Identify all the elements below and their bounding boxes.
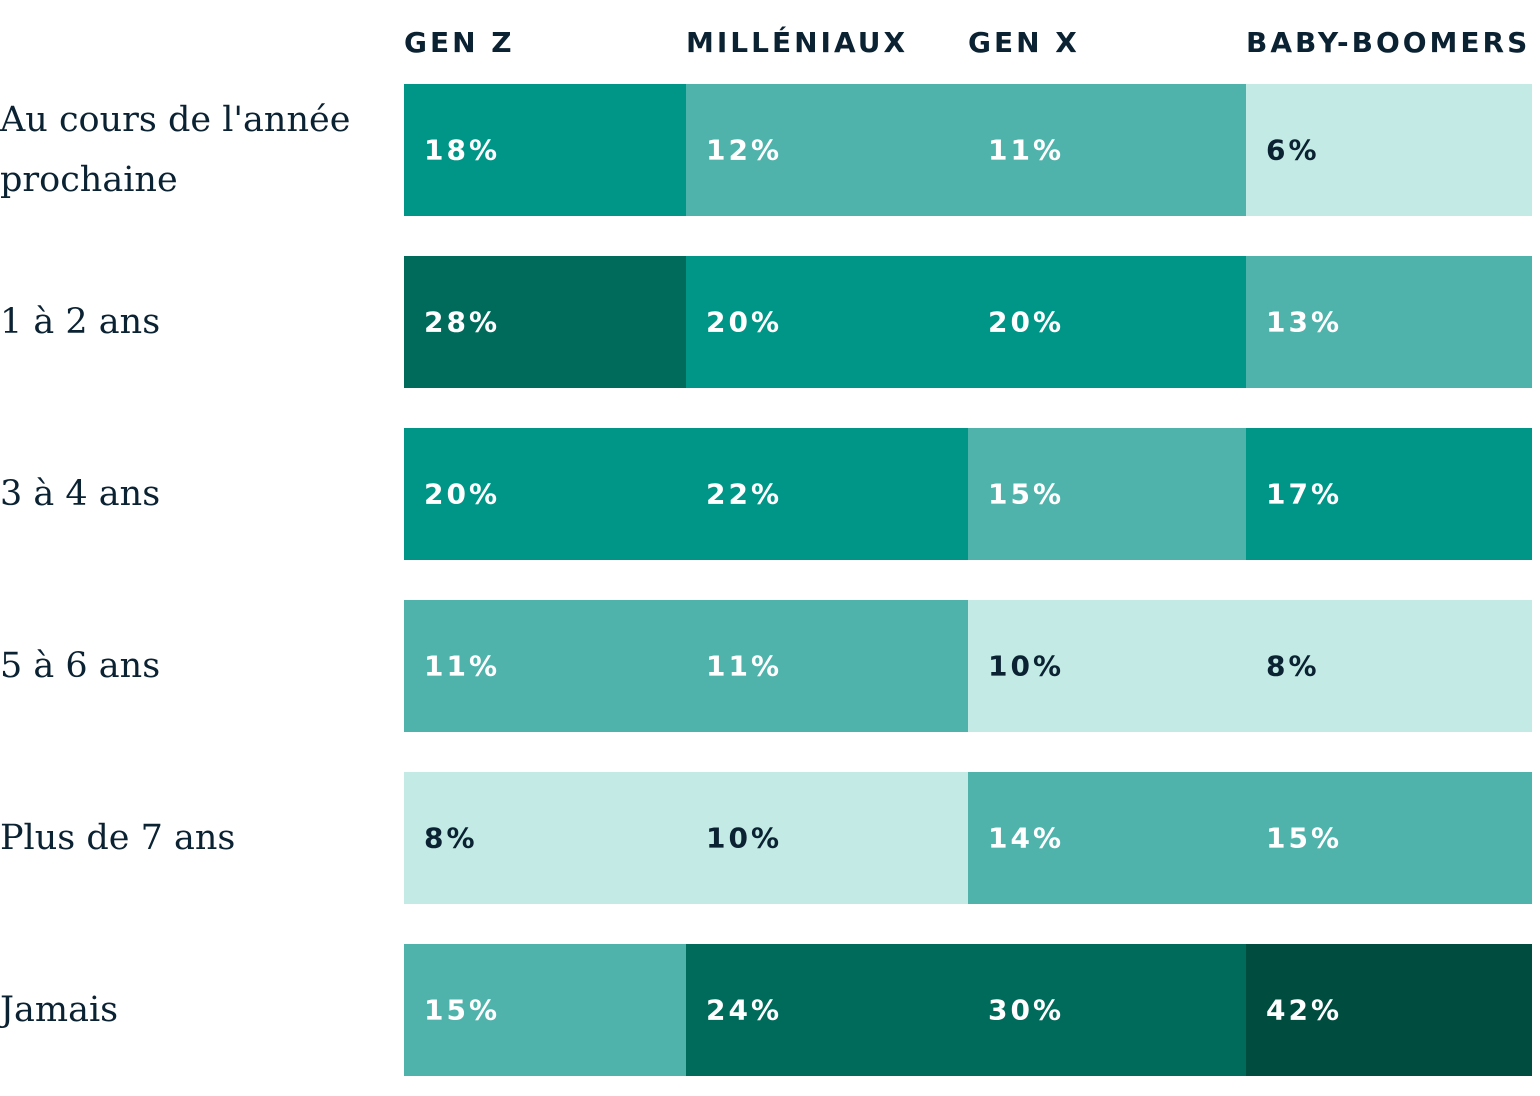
heatmap-cell: 17% [1246, 428, 1532, 560]
cell-value-label: 20% [988, 305, 1065, 339]
heatmap-cell: 20% [968, 256, 1246, 388]
row-label: 3 à 4 ans [0, 474, 161, 514]
heatmap-cell: 22% [686, 428, 968, 560]
cell-value-label: 42% [1266, 993, 1343, 1027]
heatmap-cell: 6% [1246, 84, 1532, 216]
heatmap-cell: 8% [1246, 600, 1532, 732]
cell-value-label: 15% [424, 993, 501, 1027]
heatmap-cell: 10% [686, 772, 968, 904]
cell-value-label: 20% [424, 477, 501, 511]
heatmap-cell: 15% [404, 944, 686, 1076]
heatmap-cell: 20% [404, 428, 686, 560]
cell-value-label: 18% [424, 133, 501, 167]
cell-value-label: 20% [706, 305, 783, 339]
cell-value-label: 13% [1266, 305, 1343, 339]
heatmap-cell: 13% [1246, 256, 1532, 388]
heatmap-cell: 30% [968, 944, 1246, 1076]
heatmap-cell: 42% [1246, 944, 1532, 1076]
cell-value-label: 10% [988, 649, 1065, 683]
heatmap-cell: 8% [404, 772, 686, 904]
cell-value-label: 11% [706, 649, 783, 683]
cell-value-label: 28% [424, 305, 501, 339]
row-label: Jamais [0, 990, 119, 1030]
cell-value-label: 15% [1266, 821, 1343, 855]
row-label: Au cours de l'année prochaine [0, 100, 351, 200]
heatmap-cell: 15% [968, 428, 1246, 560]
heatmap-cell: 10% [968, 600, 1246, 732]
cell-value-label: 24% [706, 993, 783, 1027]
cell-value-label: 10% [706, 821, 783, 855]
cell-value-label: 11% [424, 649, 501, 683]
cell-value-label: 8% [1266, 649, 1320, 683]
column-header-baby-boomers: BABY-BOOMERS [1246, 26, 1531, 59]
cell-value-label: 14% [988, 821, 1065, 855]
heatmap-cell: 20% [686, 256, 968, 388]
column-header-gen-x: GEN X [968, 26, 1080, 59]
heatmap-cell: 11% [404, 600, 686, 732]
cell-value-label: 30% [988, 993, 1065, 1027]
cell-value-label: 17% [1266, 477, 1343, 511]
cell-value-label: 22% [706, 477, 783, 511]
cell-value-label: 12% [706, 133, 783, 167]
heatmap-cell: 28% [404, 256, 686, 388]
row-label: 5 à 6 ans [0, 646, 161, 686]
heatmap-cell: 14% [968, 772, 1246, 904]
heatmap-cell: 24% [686, 944, 968, 1076]
heatmap-cell: 12% [686, 84, 968, 216]
column-header-gen-z: GEN Z [404, 26, 515, 59]
heatmap-cell: 11% [968, 84, 1246, 216]
heatmap-cell: 18% [404, 84, 686, 216]
cell-value-label: 8% [424, 821, 478, 855]
cell-value-label: 15% [988, 477, 1065, 511]
cell-value-label: 11% [988, 133, 1065, 167]
cell-value-label: 6% [1266, 133, 1320, 167]
heatmap-cell: 15% [1246, 772, 1532, 904]
row-label: 1 à 2 ans [0, 302, 161, 342]
heatmap-cell: 11% [686, 600, 968, 732]
row-label: Plus de 7 ans [0, 818, 236, 858]
column-header-milleniaux: MILLÉNIAUX [686, 26, 909, 59]
